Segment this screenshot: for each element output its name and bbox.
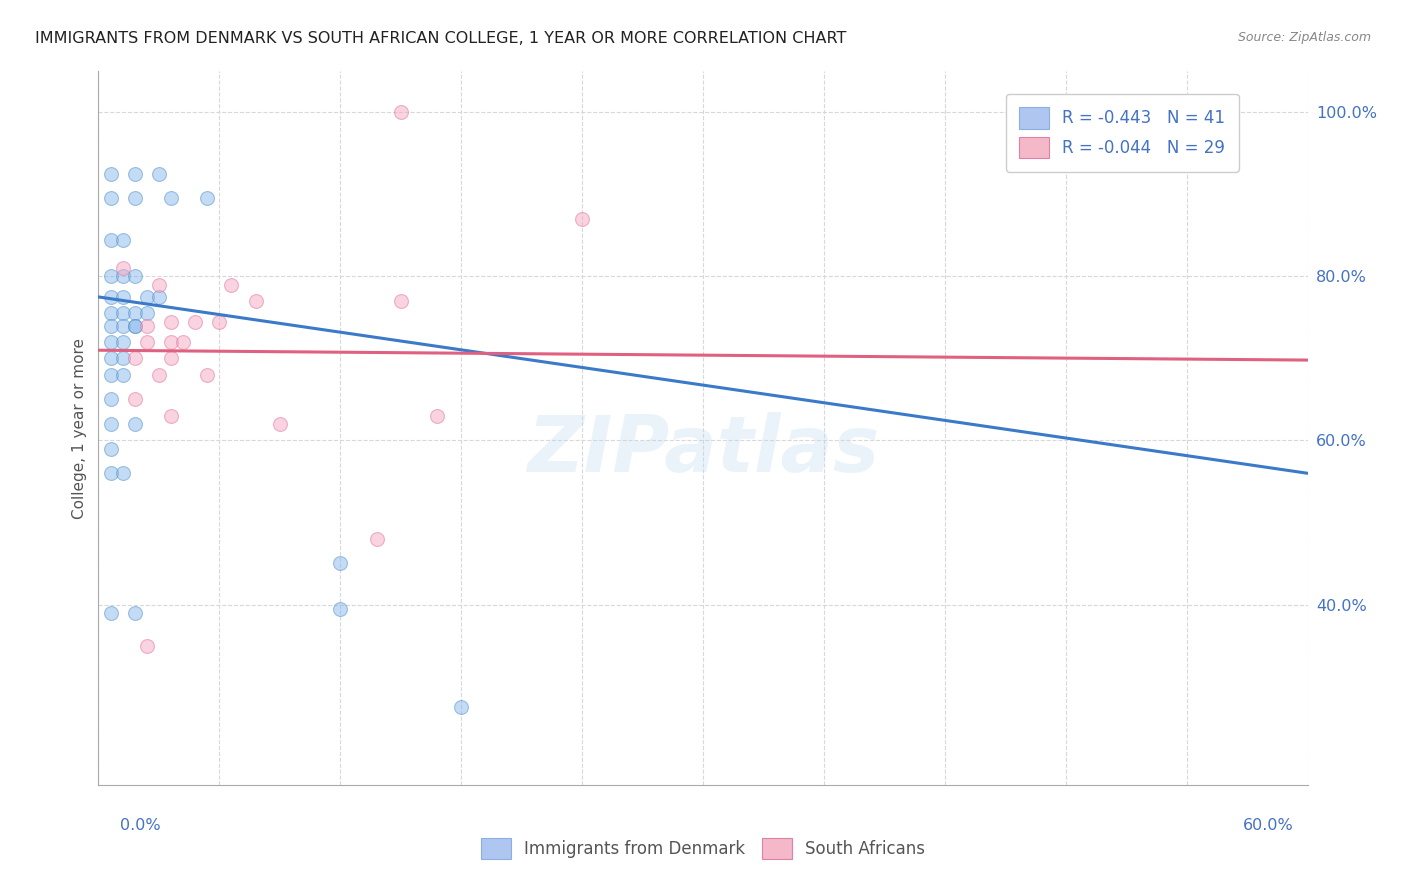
Point xyxy=(111,233,134,247)
Point xyxy=(148,277,170,292)
Point xyxy=(100,167,122,181)
Point xyxy=(124,392,146,407)
Text: IMMIGRANTS FROM DENMARK VS SOUTH AFRICAN COLLEGE, 1 YEAR OR MORE CORRELATION CHA: IMMIGRANTS FROM DENMARK VS SOUTH AFRICAN… xyxy=(35,31,846,46)
Point xyxy=(245,293,267,308)
Point xyxy=(111,318,134,333)
Y-axis label: College, 1 year or more: College, 1 year or more xyxy=(72,338,87,518)
Point xyxy=(100,417,122,431)
Point xyxy=(111,269,134,284)
Point xyxy=(135,639,157,653)
Point xyxy=(135,306,157,320)
Point xyxy=(111,334,134,349)
Legend: R = -0.443   N = 41, R = -0.044   N = 29: R = -0.443 N = 41, R = -0.044 N = 29 xyxy=(1005,94,1239,172)
Point xyxy=(124,306,146,320)
Point xyxy=(135,290,157,304)
Point xyxy=(124,192,146,206)
Point xyxy=(100,318,122,333)
Point xyxy=(195,192,218,206)
Point xyxy=(111,290,134,304)
Point xyxy=(389,105,412,120)
Point xyxy=(100,306,122,320)
Point xyxy=(100,606,122,620)
Point xyxy=(100,290,122,304)
Point xyxy=(160,409,183,423)
Point xyxy=(172,334,194,349)
Point xyxy=(160,351,183,366)
Point xyxy=(100,467,122,481)
Point xyxy=(124,606,146,620)
Point xyxy=(160,314,183,328)
Point xyxy=(208,314,231,328)
Point xyxy=(184,314,207,328)
Point xyxy=(100,351,122,366)
Text: ZIPatlas: ZIPatlas xyxy=(527,411,879,488)
Point xyxy=(100,368,122,382)
Point xyxy=(111,368,134,382)
Point xyxy=(195,368,218,382)
Legend: Immigrants from Denmark, South Africans: Immigrants from Denmark, South Africans xyxy=(474,831,932,866)
Point xyxy=(111,351,134,366)
Point xyxy=(100,392,122,407)
Point xyxy=(148,290,170,304)
Point xyxy=(426,409,449,423)
Point xyxy=(366,532,388,546)
Point xyxy=(135,334,157,349)
Point xyxy=(100,442,122,456)
Point xyxy=(329,557,352,571)
Point xyxy=(124,269,146,284)
Point xyxy=(111,467,134,481)
Point xyxy=(124,417,146,431)
Point xyxy=(111,306,134,320)
Point xyxy=(571,212,593,227)
Point xyxy=(389,293,412,308)
Point xyxy=(100,233,122,247)
Point xyxy=(329,601,352,615)
Point xyxy=(124,318,146,333)
Text: 60.0%: 60.0% xyxy=(1243,818,1294,832)
Point xyxy=(450,700,472,714)
Point xyxy=(148,167,170,181)
Text: 0.0%: 0.0% xyxy=(120,818,160,832)
Point xyxy=(135,318,157,333)
Point xyxy=(160,334,183,349)
Text: Source: ZipAtlas.com: Source: ZipAtlas.com xyxy=(1237,31,1371,45)
Point xyxy=(100,334,122,349)
Point xyxy=(111,261,134,276)
Point xyxy=(100,269,122,284)
Point xyxy=(124,167,146,181)
Point xyxy=(221,277,243,292)
Point xyxy=(160,192,183,206)
Point xyxy=(100,192,122,206)
Point xyxy=(269,417,291,431)
Point xyxy=(124,318,146,333)
Point xyxy=(148,368,170,382)
Point xyxy=(124,351,146,366)
